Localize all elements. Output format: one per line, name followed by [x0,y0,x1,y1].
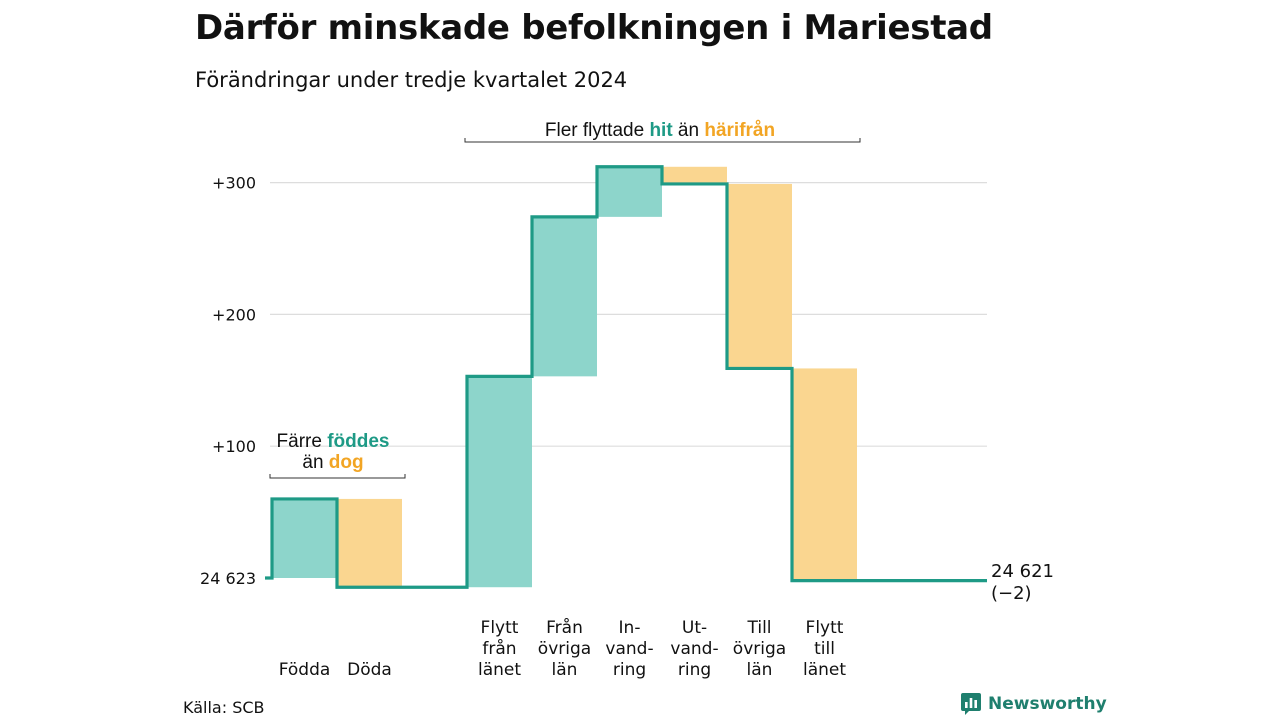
annotation-part: dog [329,452,364,473]
source-note: Källa: SCB [183,698,265,717]
annotation-births-line2: än dog [302,452,363,473]
annotation-births-bracket [269,474,406,479]
annotation-part: Fler flyttade [545,120,650,141]
annotation-part: härifrån [704,120,775,141]
annotation-part: än [673,120,705,141]
category-label: Från [546,617,583,638]
y-tick-label: +200 [212,305,256,324]
annotation-part: Färre [277,431,328,452]
annotation-births-line1: Färre föddes [277,431,390,452]
bar-8 [792,368,857,581]
annotation-part: hit [649,120,673,141]
bar-chart-icon [961,693,981,715]
y-tick-label: +300 [212,174,256,193]
category-label: Flytt [806,618,844,638]
category-label: övriga [538,639,591,659]
chart-subtitle: Förändringar under tredje kvartalet 2024 [195,68,628,92]
cumulative-step-line [265,165,987,589]
logo-text: Newsworthy [988,694,1107,714]
category-label: länet [478,660,521,680]
category-label: län [747,660,773,680]
bar-6 [662,166,727,184]
category-label: In- [619,618,641,638]
category-label: Döda [347,660,392,680]
start-value-label: 24 623 [200,569,256,588]
category-label: vand- [605,639,653,659]
annotation-part: än [302,452,328,473]
chart-title: Därför minskade befolkningen i Mariestad [195,8,993,48]
category-label: Flytt [481,618,519,638]
bar-5 [597,166,662,217]
category-label: från [482,638,516,659]
annotation-migration-bracket [464,138,861,143]
category-label: län [552,660,578,680]
end-change-label: (−2) [991,583,1032,604]
bar-3 [467,376,532,588]
bar-7 [727,183,792,369]
category-label: länet [803,660,846,680]
bar-1 [272,498,337,578]
bar-2 [337,498,402,588]
end-value-label: 24 621 [991,561,1054,582]
newsworthy-logo[interactable]: Newsworthy [960,692,1107,716]
y-tick-label: +100 [212,437,256,456]
step-line [265,165,987,589]
category-label: ring [613,660,646,680]
category-label: Till [746,618,771,638]
category-label: ring [678,660,711,680]
category-label: Ut- [682,618,707,638]
annotation-part: föddes [327,431,389,452]
gridlines [270,182,987,447]
category-label: till [814,639,835,659]
category-label: vand- [670,639,718,659]
category-label: övriga [733,639,786,659]
bar-4 [532,216,597,377]
annotation-migration: Fler flyttade hit än härifrån [545,120,775,141]
category-label: Födda [279,660,331,680]
bars [272,166,857,588]
